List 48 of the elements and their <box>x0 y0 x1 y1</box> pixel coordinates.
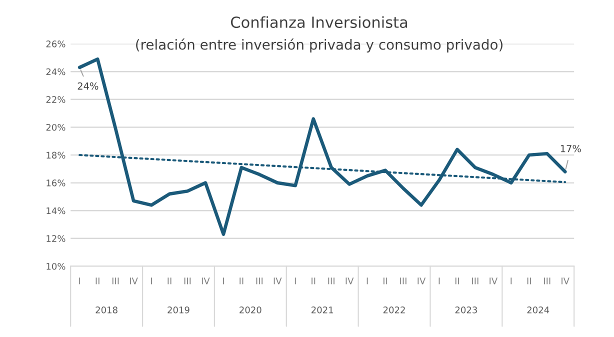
x-tick-label: I <box>294 278 296 284</box>
x-tick-label: I <box>366 278 368 284</box>
text: 2021 <box>312 306 334 314</box>
y-tick-label: 20% <box>46 124 66 131</box>
x-tick-label: II <box>240 278 244 284</box>
x-tick-label: IV <box>490 278 498 284</box>
x-tick-label: III <box>328 278 334 284</box>
text: 2024 <box>527 306 550 314</box>
text: 2019 <box>168 306 190 314</box>
x-tick-label: III <box>256 278 263 284</box>
x-tick-label: IV <box>274 278 282 284</box>
x-tick-label: IV <box>418 278 426 284</box>
text: 2018 <box>96 306 118 314</box>
x-tick-label: I <box>223 278 224 284</box>
y-tick-label: 12% <box>46 235 66 242</box>
x-tick-label: II <box>312 278 316 284</box>
x-tick-label: I <box>151 278 152 284</box>
x-tick-label: IV <box>562 278 570 284</box>
x-tick-label: IV <box>346 278 354 284</box>
y-tick-label: 10% <box>46 262 66 270</box>
x-tick-label: III <box>112 278 119 284</box>
y-tick-label: 18% <box>46 152 66 159</box>
data-label: 24% <box>78 82 98 90</box>
chart-title: Confianza Inversionista <box>230 16 408 28</box>
data-label: 17% <box>560 144 581 152</box>
x-tick-label: III <box>544 278 550 284</box>
y-tick-label: 26% <box>46 40 66 48</box>
x-tick-label: II <box>168 278 172 284</box>
text: 2020 <box>240 306 262 314</box>
text: 2022 <box>383 306 405 314</box>
x-tick-label: I <box>438 278 440 284</box>
x-tick-label: II <box>527 278 531 284</box>
y-tick-label: 22% <box>46 96 66 103</box>
x-tick-label: III <box>472 278 478 284</box>
text: 2023 <box>455 306 477 314</box>
chart-subtitle: (relación entre inversión privada y consumo privado) <box>136 38 502 52</box>
x-tick-label: IV <box>202 278 210 284</box>
x-tick-label: I <box>510 278 512 284</box>
y-tick-label: 16% <box>46 180 66 186</box>
x-tick-label: II <box>384 278 388 284</box>
y-tick-label: 14% <box>46 207 66 214</box>
x-tick-label: II <box>455 278 459 284</box>
x-tick-label: I <box>79 278 80 284</box>
x-tick-label: IV <box>130 278 138 284</box>
x-tick-label: II <box>96 278 100 284</box>
x-tick-label: III <box>400 278 406 284</box>
y-tick-label: 24% <box>46 68 66 76</box>
x-tick-label: III <box>184 278 191 284</box>
